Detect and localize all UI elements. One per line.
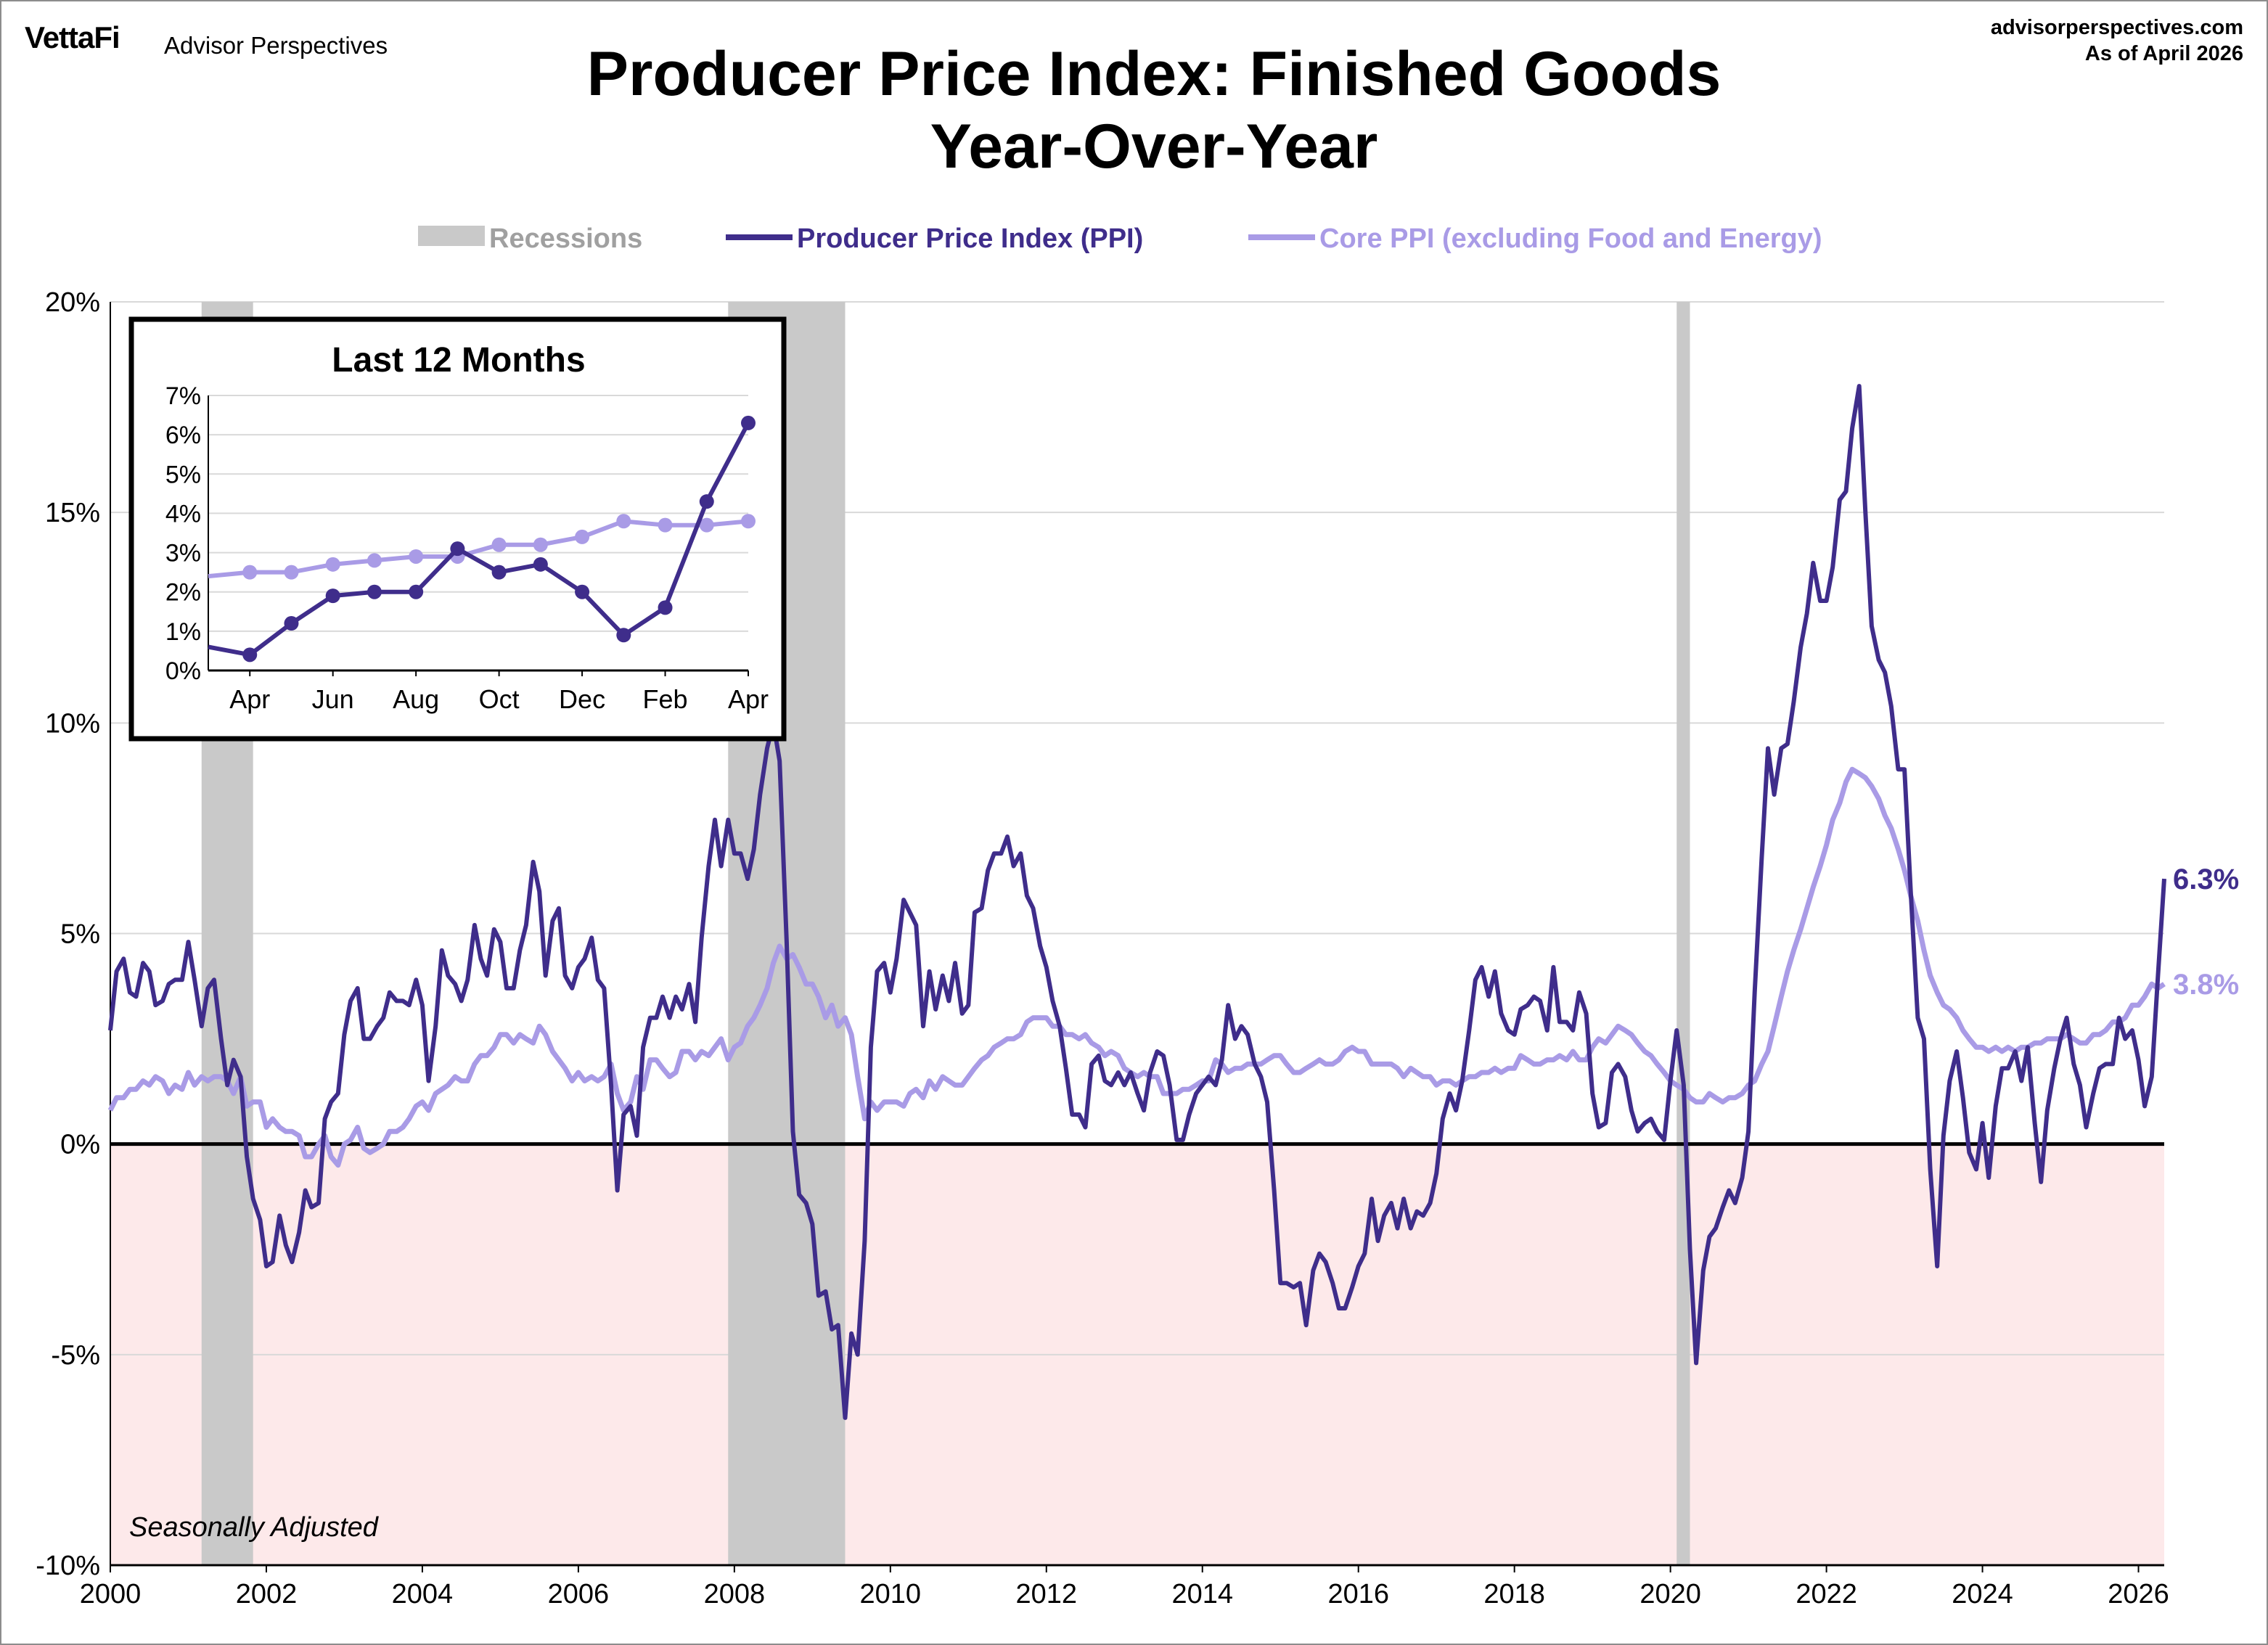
x-tick-label: 2018 — [1483, 1579, 1545, 1609]
y-tick-label: -10% — [36, 1551, 100, 1581]
inset-x-tick-label: Jun — [312, 684, 354, 714]
inset-x-tick-label: Apr — [728, 684, 769, 714]
inset-x-tick-label: Dec — [559, 684, 605, 714]
chart-title: Producer Price Index: Finished Goods Yea… — [0, 38, 2268, 183]
x-tick-label: 2012 — [1016, 1579, 1078, 1609]
inset-title: Last 12 Months — [332, 341, 585, 380]
inset-ppi-line — [208, 422, 750, 657]
ppi-end-label: 6.3% — [2173, 863, 2239, 895]
vettafi-logo: VettaFi — [25, 20, 120, 54]
title-line-2: Year-Over-Year — [930, 112, 1378, 181]
inset-ppi-point — [491, 565, 507, 580]
inset-core-ppi-point — [741, 514, 756, 529]
legend-label: Core PPI (excluding Food and Energy) — [1319, 223, 1822, 254]
inset-ppi-point — [367, 584, 382, 599]
y-tick-label: -5% — [51, 1340, 100, 1371]
inset-ppi-point — [575, 584, 590, 599]
x-tick-label: 2000 — [80, 1579, 142, 1609]
inset-y-tick-label: 7% — [165, 382, 201, 410]
legend-core-ppi: Core PPI (excluding Food and Energy) — [1248, 223, 1822, 254]
legend-recessions: Recessions — [418, 223, 642, 254]
inset-y-tick-label: 0% — [165, 657, 201, 685]
source-block: advisorperspectives.com As of April 2026 — [1991, 15, 2243, 67]
inset-y-tick-label: 4% — [165, 500, 201, 528]
legend-label: Recessions — [489, 223, 642, 254]
legend-label: Producer Price Index (PPI) — [797, 223, 1143, 254]
x-tick-label: 2022 — [1796, 1579, 1857, 1609]
x-tick-label: 2010 — [860, 1579, 922, 1609]
x-tick-label: 2008 — [704, 1579, 766, 1609]
x-tick-label: 2020 — [1639, 1579, 1701, 1609]
inset-x-tick-label: Feb — [643, 684, 688, 714]
x-tick-label: 2016 — [1327, 1579, 1389, 1609]
as-of-date: As of April 2026 — [2084, 42, 2243, 65]
inset-y-tick-label: 5% — [165, 461, 201, 488]
inset-x-tick-label: Aug — [393, 684, 439, 714]
ppi-line — [108, 384, 2166, 1420]
y-tick-label: 10% — [45, 708, 100, 739]
inset-ppi-point — [533, 557, 548, 572]
inset-y-tick-label: 3% — [165, 540, 201, 567]
x-tick-label: 2006 — [548, 1579, 610, 1609]
inset-ppi-point — [658, 600, 673, 615]
x-tick-label: 2014 — [1171, 1579, 1233, 1609]
y-tick-label: 20% — [45, 287, 100, 318]
x-tick-label: 2026 — [2108, 1579, 2169, 1609]
y-tick-label: 5% — [60, 919, 100, 950]
inset-core-ppi-point — [325, 557, 340, 572]
legend-swatch — [418, 226, 485, 246]
y-tick-label: 0% — [60, 1130, 100, 1160]
core-ppi-line — [107, 766, 2166, 1168]
inset-y-tick-label: 2% — [165, 579, 201, 607]
inset-ppi-point — [284, 616, 299, 631]
inset-core-ppi-point — [242, 565, 258, 580]
brand-subtitle: Advisor Perspectives — [164, 32, 388, 59]
inset-ppi-point — [699, 494, 714, 509]
inset-core-ppi-point — [533, 537, 548, 552]
inset-frame — [128, 316, 787, 742]
inset-ppi-point — [450, 541, 465, 557]
inset-core-ppi-point — [409, 549, 424, 564]
inset-core-ppi-point — [616, 514, 631, 529]
x-tick-label: 2002 — [236, 1579, 298, 1609]
inset-core-ppi-point — [491, 537, 507, 552]
source-url: advisorperspectives.com — [1990, 16, 2243, 39]
legend-ppi: Producer Price Index (PPI) — [726, 223, 1143, 254]
inset-x-tick-label: Oct — [479, 684, 520, 714]
seasonally-adjusted-note: Seasonally Adjusted — [129, 1512, 380, 1543]
title-line-1: Producer Price Index: Finished Goods — [586, 39, 1722, 109]
inset-x-tick-label: Apr — [229, 684, 270, 714]
inset-y-tick-label: 1% — [165, 618, 201, 646]
x-tick-label: 2024 — [1952, 1579, 2013, 1609]
inset-ppi-point — [409, 584, 424, 599]
recession-bar — [1677, 302, 1690, 1565]
inset-ppi-point — [242, 647, 258, 662]
inset-core-ppi-point — [284, 565, 299, 580]
inset-ppi-point — [325, 588, 340, 604]
inset-core-ppi-point — [367, 553, 382, 568]
y-tick-label: 15% — [45, 498, 100, 528]
x-tick-label: 2004 — [392, 1579, 454, 1609]
core-ppi-end-label: 3.8% — [2173, 969, 2239, 1001]
inset-core-ppi-point — [699, 517, 714, 533]
inset-y-tick-label: 6% — [165, 422, 201, 449]
inset-core-ppi-point — [658, 517, 673, 533]
inset-core-ppi-point — [575, 529, 590, 544]
inset-ppi-point — [741, 415, 756, 430]
inset-ppi-point — [616, 628, 631, 643]
